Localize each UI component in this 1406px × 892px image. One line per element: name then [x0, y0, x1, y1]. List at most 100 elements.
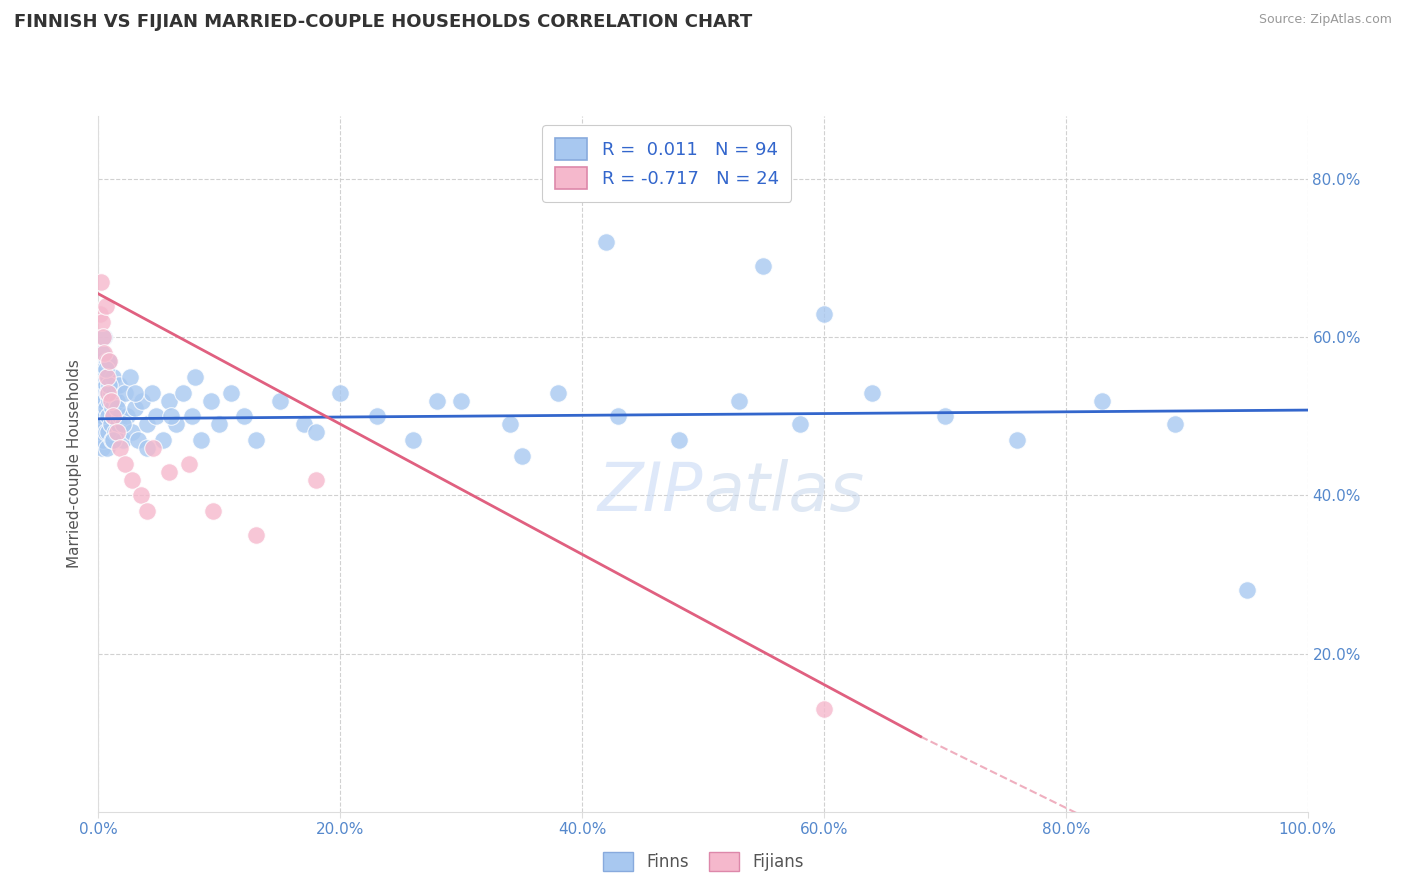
Point	[172, 385, 194, 400]
Text: atlas: atlas	[703, 458, 865, 524]
Point	[221, 385, 243, 400]
Point	[402, 433, 425, 447]
Point	[111, 433, 134, 447]
Point	[90, 275, 112, 289]
Point	[366, 409, 388, 424]
Point	[100, 401, 122, 416]
Point	[269, 393, 291, 408]
Point	[96, 369, 118, 384]
Point	[142, 441, 165, 455]
Point	[1091, 393, 1114, 408]
Point	[450, 393, 472, 408]
Point	[124, 401, 146, 416]
Point	[1236, 583, 1258, 598]
Point	[813, 702, 835, 716]
Point	[1007, 433, 1029, 447]
Point	[93, 393, 115, 408]
Point	[1163, 417, 1185, 432]
Point	[94, 425, 117, 440]
Point	[789, 417, 811, 432]
Point	[90, 425, 112, 440]
Point	[91, 433, 114, 447]
Point	[107, 417, 129, 432]
Point	[98, 354, 121, 368]
Point	[135, 441, 157, 455]
Point	[117, 409, 139, 424]
Point	[108, 441, 131, 455]
Point	[121, 425, 143, 440]
Point	[121, 473, 143, 487]
Point	[90, 354, 112, 368]
Point	[91, 441, 114, 455]
Point	[114, 457, 136, 471]
Point	[305, 425, 328, 440]
Point	[184, 369, 207, 384]
Point	[97, 369, 120, 384]
Point	[813, 307, 835, 321]
Point	[118, 369, 141, 384]
Point	[96, 441, 118, 455]
Point	[103, 385, 125, 400]
Point	[100, 433, 122, 447]
Point	[89, 307, 111, 321]
Point	[105, 401, 128, 416]
Point	[108, 377, 131, 392]
Point	[97, 409, 120, 424]
Point	[97, 385, 120, 400]
Point	[111, 417, 134, 432]
Point	[202, 504, 225, 518]
Point	[157, 465, 180, 479]
Point	[91, 377, 114, 392]
Point	[245, 433, 267, 447]
Point	[108, 409, 131, 424]
Legend: Finns, Fijians: Finns, Fijians	[595, 843, 811, 880]
Point	[89, 369, 111, 384]
Point	[97, 425, 120, 440]
Point	[91, 330, 114, 344]
Point	[200, 393, 222, 408]
Point	[934, 409, 956, 424]
Point	[157, 393, 180, 408]
Point	[91, 314, 114, 328]
Point	[90, 393, 112, 408]
Point	[141, 385, 163, 400]
Point	[101, 369, 124, 384]
Point	[232, 409, 254, 424]
Point	[93, 417, 115, 432]
Point	[105, 393, 128, 408]
Point	[180, 409, 202, 424]
Point	[124, 385, 146, 400]
Point	[100, 417, 122, 432]
Point	[595, 235, 617, 250]
Point	[93, 346, 115, 360]
Y-axis label: Married-couple Households: Married-couple Households	[67, 359, 83, 568]
Point	[129, 488, 152, 502]
Point	[190, 433, 212, 447]
Point	[510, 449, 533, 463]
Point	[208, 417, 231, 432]
Point	[101, 433, 124, 447]
Point	[329, 385, 352, 400]
Point	[245, 528, 267, 542]
Point	[98, 354, 121, 368]
Point	[100, 393, 122, 408]
Point	[426, 393, 449, 408]
Point	[98, 393, 121, 408]
Point	[94, 299, 117, 313]
Text: FINNISH VS FIJIAN MARRIED-COUPLE HOUSEHOLDS CORRELATION CHART: FINNISH VS FIJIAN MARRIED-COUPLE HOUSEHO…	[14, 13, 752, 31]
Point	[752, 259, 775, 273]
Point	[96, 385, 118, 400]
Point	[91, 401, 114, 416]
Text: ZIP: ZIP	[598, 458, 703, 524]
Point	[152, 433, 174, 447]
Point	[91, 346, 114, 360]
Point	[89, 409, 111, 424]
Point	[728, 393, 751, 408]
Point	[165, 417, 187, 432]
Point	[104, 425, 127, 440]
Point	[105, 425, 128, 440]
Point	[101, 409, 124, 424]
Point	[860, 385, 883, 400]
Point	[94, 401, 117, 416]
Point	[114, 385, 136, 400]
